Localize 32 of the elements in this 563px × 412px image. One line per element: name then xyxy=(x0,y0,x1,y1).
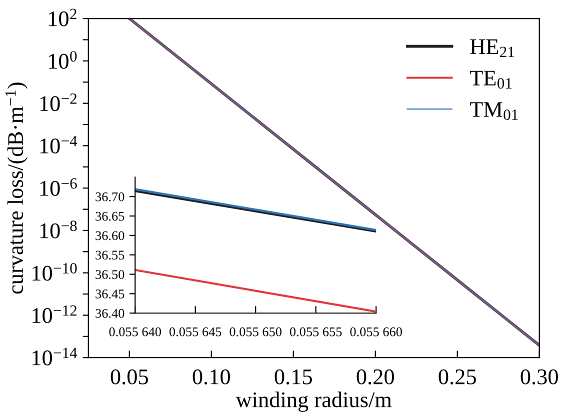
x-tick-label: 0.05 xyxy=(110,369,148,384)
legend-label: TE$_{01}$ xyxy=(470,70,512,89)
y-tick-label: 36.65 xyxy=(96,212,124,221)
y-tick-label: 10$^{−10}$ xyxy=(32,263,77,281)
x-tick-label: 0.055 660 xyxy=(350,327,402,336)
y-tick-label: 36.55 xyxy=(96,250,124,260)
x-axis-title: winding radius/m xyxy=(236,392,392,412)
y-tick-label: 36.45 xyxy=(96,290,124,298)
y-axis-title: curvature loss/(dB·m$^{−1}$) xyxy=(5,82,28,294)
x-tick-label: 0.055 650 xyxy=(230,327,282,336)
x-tick-label: 0.055 655 xyxy=(290,327,342,336)
y-tick-label: 36.70 xyxy=(96,192,124,202)
y-tick-label: 36.50 xyxy=(96,270,124,280)
y-tick-label: 10$^{2}$ xyxy=(49,8,76,26)
x-tick-label: 0.15 xyxy=(274,369,312,384)
y-tick-label: 10$^{−12}$ xyxy=(32,305,77,324)
legend-label: HE$_{21}$ xyxy=(470,39,514,58)
y-tick-label: 10$^{−14}$ xyxy=(32,348,78,366)
x-tick-label: 0.20 xyxy=(356,369,394,384)
y-tick-label: 10$^{−8}$ xyxy=(40,220,77,238)
x-tick-label: 0.10 xyxy=(192,369,230,384)
y-tick-label: 36.60 xyxy=(96,231,124,240)
y-tick-label: 36.40 xyxy=(96,308,124,318)
y-tick-label: 10$^{−2}$ xyxy=(40,93,77,112)
x-tick-label: 0.25 xyxy=(438,369,476,384)
y-tick-label: 10$^{0}$ xyxy=(49,51,77,69)
y-tick-label: 10$^{−4}$ xyxy=(40,136,78,154)
x-tick-label: 0.30 xyxy=(520,369,558,384)
y-tick-label: 10$^{−6}$ xyxy=(40,178,77,196)
legend-label: TM$_{01}$ xyxy=(470,102,518,120)
x-tick-label: 0.055 645 xyxy=(169,327,222,336)
x-tick-label: 0.055 640 xyxy=(109,327,162,336)
